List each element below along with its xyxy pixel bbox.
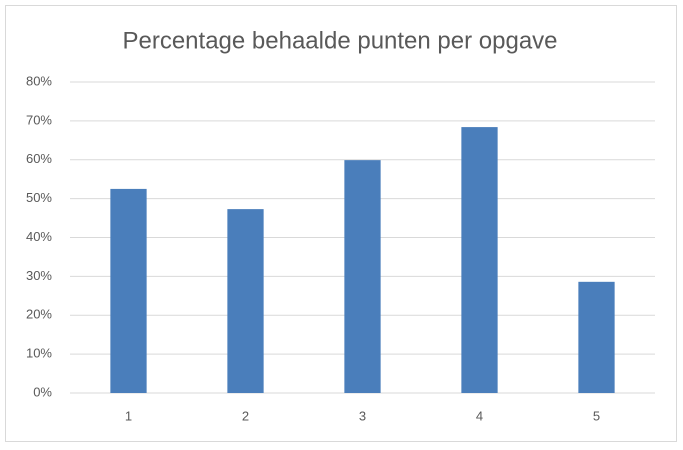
y-tick-label: 30% [26, 268, 52, 283]
y-tick-label: 10% [26, 346, 52, 361]
x-tick-label: 1 [125, 408, 132, 423]
bar [578, 281, 615, 393]
x-tick-label: 2 [242, 408, 249, 423]
bar [110, 188, 147, 393]
y-tick-label: 60% [26, 151, 52, 166]
y-tick-label: 70% [26, 112, 52, 127]
x-tick-label: 4 [476, 408, 483, 423]
chart-title: Percentage behaalde punten per opgave [122, 27, 557, 54]
y-tick-label: 40% [26, 229, 52, 244]
x-tick-label: 5 [593, 408, 600, 423]
y-tick-label: 80% [26, 73, 52, 88]
bar [344, 160, 381, 393]
y-tick-label: 20% [26, 307, 52, 322]
bar [227, 209, 264, 393]
bar [461, 127, 498, 393]
y-tick-label: 0% [33, 384, 52, 399]
chart-frame [5, 5, 677, 442]
y-tick-label: 50% [26, 190, 52, 205]
x-tick-label: 3 [359, 408, 366, 423]
